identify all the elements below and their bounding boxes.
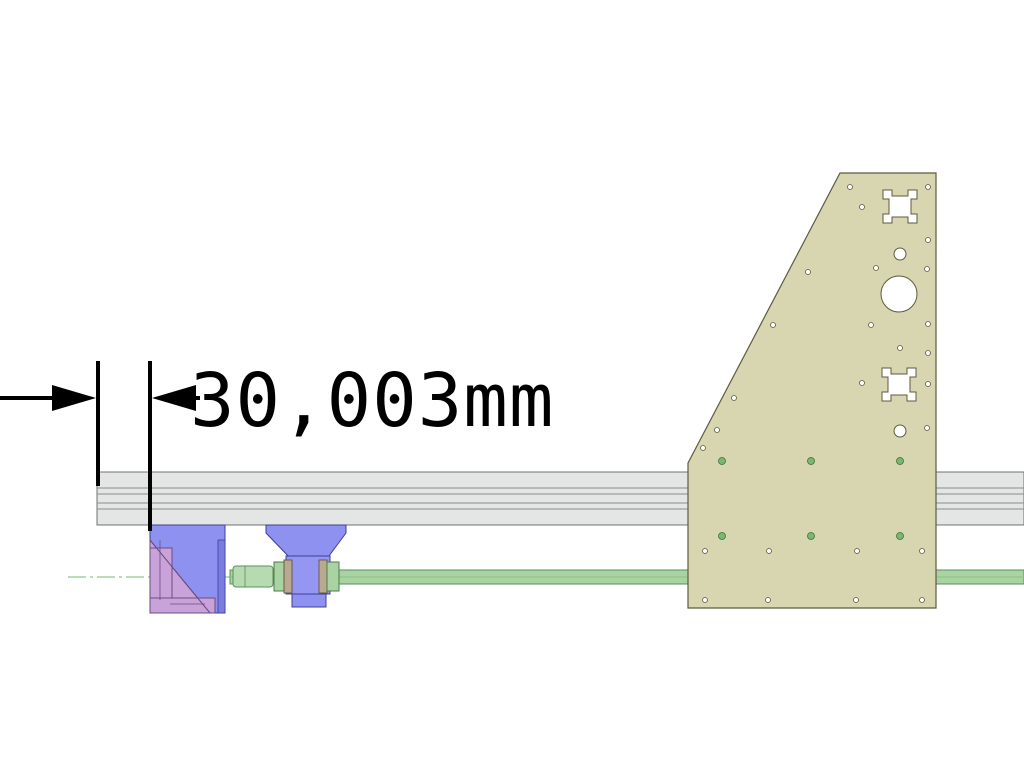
t-slot-cutout-upper bbox=[882, 189, 918, 224]
screw-heads bbox=[718, 457, 904, 540]
nut-set bbox=[273, 559, 340, 594]
dimension-value: 30,003mm bbox=[190, 358, 554, 444]
arrowhead-left bbox=[52, 385, 96, 411]
small-holes bbox=[700, 184, 931, 603]
rod-coupling bbox=[232, 565, 274, 588]
corner-bracket bbox=[149, 524, 226, 614]
arrowhead-right bbox=[152, 385, 196, 411]
t-slot-cutout-lower bbox=[881, 367, 917, 402]
large-hole bbox=[880, 275, 918, 313]
hole bbox=[893, 424, 907, 438]
hole bbox=[893, 247, 907, 261]
dimension-annotation: 30,003mm bbox=[0, 358, 554, 531]
side-plate bbox=[687, 172, 937, 609]
